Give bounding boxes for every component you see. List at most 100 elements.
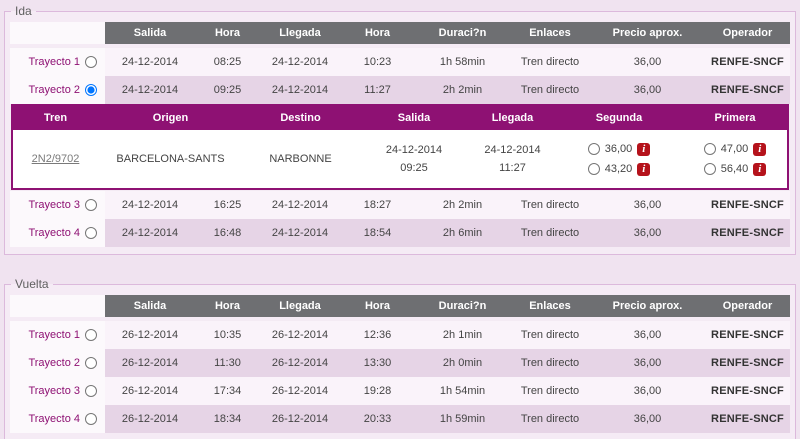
salida-date: 26-12-2014 [105, 405, 195, 433]
ida-trayecto-row-3: Trayecto 3 24-12-2014 16:25 24-12-2014 1… [10, 190, 790, 219]
llegada-time: 13:30 [340, 349, 415, 377]
precio: 36,00 [590, 321, 705, 349]
detail-col-primera: Primera [714, 112, 756, 124]
fare-price: 56,40 [720, 163, 749, 175]
col-header-hora-llegada: Hora [340, 295, 415, 317]
fare-price: 43,20 [604, 163, 633, 175]
fare-info-icon[interactable]: i [753, 162, 767, 176]
detail-col-segunda: Segunda [595, 112, 643, 124]
llegada-time: 18:27 [340, 191, 415, 219]
ida-section: Ida Salida Hora Llegada Hora Duraci?n En… [4, 4, 796, 255]
enlaces: Tren directo [510, 321, 590, 349]
precio: 36,00 [590, 219, 705, 247]
trayecto-label: Trayecto 4 [28, 413, 80, 425]
salida-time: 17:34 [195, 377, 260, 405]
train-number-link[interactable]: 2N2/9702 [31, 153, 80, 165]
enlaces: Tren directo [510, 349, 590, 377]
trayecto-label-cell: Trayecto 3 [10, 191, 105, 219]
col-header-duracion: Duraci?n [415, 22, 510, 44]
operador: RENFE-SNCF [705, 191, 790, 219]
trayecto-label: Trayecto 1 [28, 56, 80, 68]
duracion: 1h 54min [415, 377, 510, 405]
fare-price: 47,00 [720, 143, 749, 155]
ida-trayecto-3-radio[interactable] [85, 199, 97, 211]
vuelta-trayecto-2-radio[interactable] [85, 357, 97, 369]
vuelta-trayecto-1-radio[interactable] [85, 329, 97, 341]
detail-salida-hora: 09:25 [400, 162, 428, 174]
detail-col-tren: Tren [43, 112, 68, 124]
col-header-enlaces: Enlaces [510, 295, 590, 317]
detail-col-salida: Salida [397, 112, 431, 124]
ida-trayecto-1-radio[interactable] [85, 56, 97, 68]
segunda-fare-1-radio[interactable] [587, 143, 600, 155]
primera-fare-option-2: 56,40 i [683, 159, 787, 179]
enlaces: Tren directo [510, 191, 590, 219]
enlaces: Tren directo [510, 219, 590, 247]
fare-info-icon[interactable]: i [637, 142, 651, 156]
trayecto-label: Trayecto 3 [28, 199, 80, 211]
detail-header: Tren Origen Destino Salida Llegada Segun… [13, 106, 787, 130]
trayecto-label: Trayecto 3 [28, 385, 80, 397]
col-header-precio: Precio aprox. [590, 295, 705, 317]
llegada-time: 19:28 [340, 377, 415, 405]
col-header-duracion: Duraci?n [415, 295, 510, 317]
trayecto-label: Trayecto 2 [28, 357, 80, 369]
precio: 36,00 [590, 349, 705, 377]
duracion: 2h 6min [415, 219, 510, 247]
enlaces: Tren directo [510, 76, 590, 104]
detail-origen: BARCELONA-SANTS [116, 153, 225, 165]
vuelta-trayecto-row-4: Trayecto 4 26-12-2014 18:34 26-12-2014 2… [10, 404, 790, 433]
llegada-date: 26-12-2014 [260, 321, 340, 349]
primera-fare-1-radio[interactable] [703, 143, 716, 155]
trayecto-label-cell: Trayecto 4 [10, 405, 105, 433]
llegada-date: 26-12-2014 [260, 405, 340, 433]
llegada-time: 10:23 [340, 48, 415, 76]
duracion: 2h 2min [415, 191, 510, 219]
trayecto-label: Trayecto 1 [28, 329, 80, 341]
train-number-cell: 2N2/9702 [13, 153, 98, 165]
vuelta-trayecto-row-3: Trayecto 3 26-12-2014 17:34 26-12-2014 1… [10, 376, 790, 405]
salida-date: 26-12-2014 [105, 321, 195, 349]
col-header-llegada: Llegada [260, 295, 340, 317]
enlaces: Tren directo [510, 48, 590, 76]
col-header-hora-llegada: Hora [340, 22, 415, 44]
llegada-time: 18:54 [340, 219, 415, 247]
col-header-llegada: Llegada [260, 22, 340, 44]
precio: 36,00 [590, 48, 705, 76]
vuelta-trayecto-4-radio[interactable] [85, 413, 97, 425]
llegada-date: 24-12-2014 [260, 48, 340, 76]
segunda-fare-options: 36,00 i 43,20 i [555, 139, 683, 179]
primera-fare-2-radio[interactable] [703, 163, 716, 175]
vuelta-trayecto-row-2: Trayecto 2 26-12-2014 11:30 26-12-2014 1… [10, 348, 790, 377]
operador: RENFE-SNCF [705, 76, 790, 104]
col-header-operador: Operador [705, 295, 790, 317]
ida-table-header: Salida Hora Llegada Hora Duraci?n Enlace… [10, 22, 790, 44]
vuelta-trayecto-3-radio[interactable] [85, 385, 97, 397]
segunda-fare-2-radio[interactable] [587, 163, 600, 175]
detail-llegada-hora: 11:27 [499, 162, 526, 174]
duracion: 1h 58min [415, 48, 510, 76]
salida-date: 24-12-2014 [105, 48, 195, 76]
salida-date: 24-12-2014 [105, 191, 195, 219]
trayecto-label: Trayecto 4 [28, 227, 80, 239]
llegada-time: 11:27 [340, 76, 415, 104]
duracion: 2h 2min [415, 76, 510, 104]
trayecto-label-cell: Trayecto 1 [10, 321, 105, 349]
operador: RENFE-SNCF [705, 219, 790, 247]
vuelta-section-title: Vuelta [15, 277, 49, 291]
operador: RENFE-SNCF [705, 48, 790, 76]
trayecto-2-detail-panel: Tren Origen Destino Salida Llegada Segun… [11, 104, 789, 190]
duracion: 1h 59min [415, 405, 510, 433]
ida-trayecto-2-radio[interactable] [85, 84, 97, 96]
fare-info-icon[interactable]: i [637, 162, 651, 176]
vuelta-section: Vuelta Salida Hora Llegada Hora Duraci?n… [4, 277, 796, 439]
detail-col-llegada: Llegada [491, 112, 534, 124]
trayecto-label-cell: Trayecto 2 [10, 349, 105, 377]
ida-trayecto-4-radio[interactable] [85, 227, 97, 239]
duracion: 2h 1min [415, 321, 510, 349]
salida-date: 26-12-2014 [105, 349, 195, 377]
salida-date: 24-12-2014 [105, 219, 195, 247]
fare-info-icon[interactable]: i [753, 142, 767, 156]
col-header-hora-salida: Hora [195, 295, 260, 317]
primera-fare-option-1: 47,00 i [683, 139, 787, 159]
